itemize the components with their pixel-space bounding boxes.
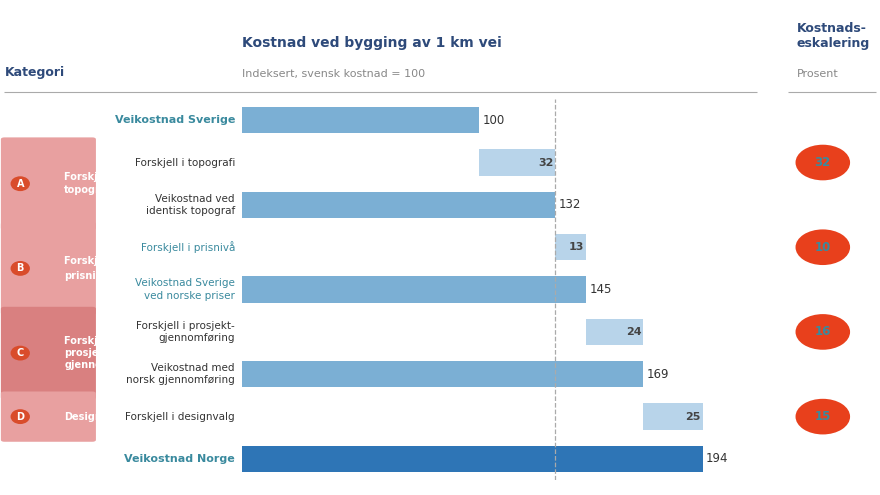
Text: Kostnad ved bygging av 1 km vei: Kostnad ved bygging av 1 km vei: [242, 36, 502, 50]
Text: Veikostnad ved
identisk topograf: Veikostnad ved identisk topograf: [146, 194, 235, 216]
Text: 32: 32: [538, 157, 554, 167]
Text: A: A: [17, 179, 24, 189]
Text: Veikostnad Norge: Veikostnad Norge: [124, 454, 235, 464]
Text: 16: 16: [815, 325, 831, 339]
Text: 100: 100: [483, 114, 505, 127]
Text: 15: 15: [815, 410, 831, 423]
Bar: [586, 319, 643, 345]
Text: Veikostnad Sverige
ved norske priser: Veikostnad Sverige ved norske priser: [136, 278, 235, 301]
Text: Veikostnad Sverige: Veikostnad Sverige: [114, 115, 235, 125]
Text: Kostnads-
eskalering: Kostnads- eskalering: [796, 21, 869, 50]
Text: 25: 25: [686, 412, 700, 422]
Bar: [242, 361, 643, 388]
Text: 32: 32: [815, 156, 831, 169]
Text: Designvalg: Designvalg: [64, 412, 126, 422]
Text: Forskjell i prisnivå: Forskjell i prisnivå: [141, 241, 235, 253]
Text: 132: 132: [559, 198, 582, 211]
Text: Prosent: Prosent: [796, 69, 838, 79]
Text: Forskjell i prosjekt-
gjennomføring: Forskjell i prosjekt- gjennomføring: [136, 321, 235, 343]
Bar: [555, 234, 586, 260]
Text: Forskjell i
prosjekt-
gjennomføring: Forskjell i prosjekt- gjennomføring: [64, 336, 145, 370]
Bar: [242, 276, 586, 303]
Text: Forskjell i topografi: Forskjell i topografi: [135, 157, 235, 167]
Text: 13: 13: [569, 242, 584, 252]
Text: 169: 169: [647, 368, 670, 381]
Text: D: D: [16, 412, 25, 422]
Text: Forskjell i
prisnivå: Forskjell i prisnivå: [64, 256, 119, 281]
Bar: [242, 446, 702, 472]
Text: Indeksert, svensk kostnad = 100: Indeksert, svensk kostnad = 100: [242, 69, 425, 79]
Bar: [480, 149, 555, 176]
Text: Veikostnad med
norsk gjennomføring: Veikostnad med norsk gjennomføring: [126, 363, 235, 386]
Text: Forskjell i designvalg: Forskjell i designvalg: [125, 412, 235, 422]
Text: 10: 10: [815, 241, 831, 254]
Bar: [242, 107, 480, 133]
Text: Forskjell i
topografi: Forskjell i topografi: [64, 172, 119, 195]
Text: 24: 24: [626, 327, 642, 337]
Text: B: B: [17, 263, 24, 273]
Text: 194: 194: [706, 452, 729, 465]
Bar: [242, 192, 555, 218]
Bar: [643, 403, 702, 430]
Text: 145: 145: [590, 283, 612, 296]
Text: Kategori: Kategori: [4, 66, 64, 79]
Text: C: C: [17, 348, 24, 358]
